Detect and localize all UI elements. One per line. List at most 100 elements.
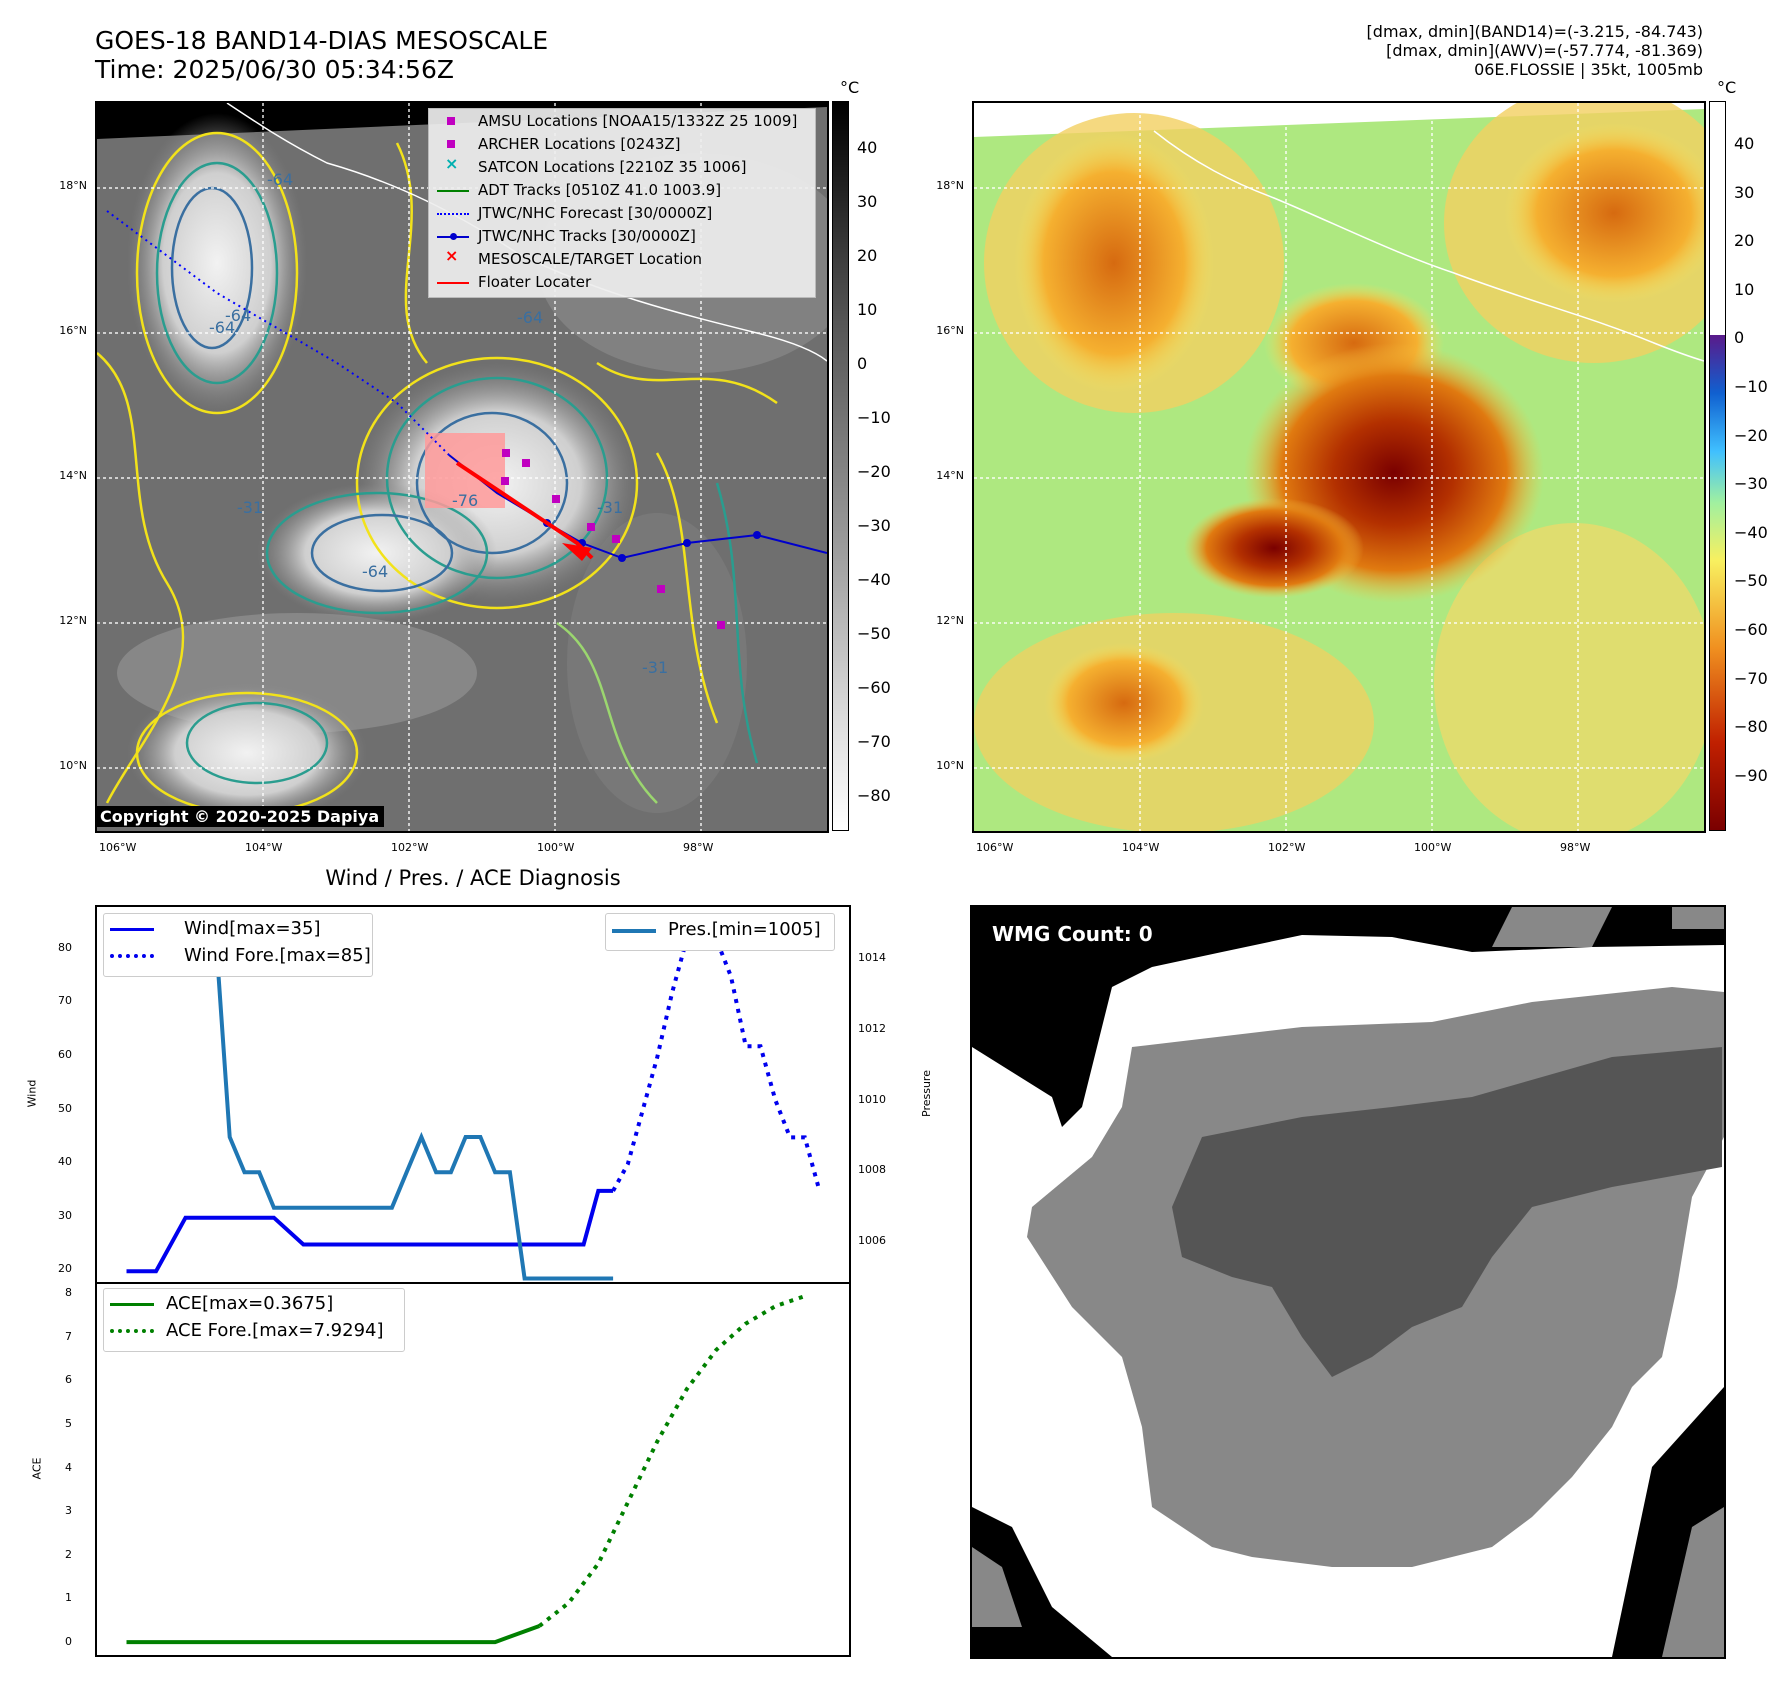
contour-label: -31 bbox=[642, 658, 668, 677]
colorbar-tick-label: −10 bbox=[857, 408, 891, 427]
lat-tick-label: 10°N bbox=[59, 759, 87, 772]
ace-tick-label: 8 bbox=[65, 1286, 72, 1300]
colorbar-tick-label: 0 bbox=[857, 354, 868, 373]
line-icon bbox=[110, 1303, 154, 1306]
colorbar-tick-label: 40 bbox=[1734, 134, 1755, 153]
colorbar-tick-label: 10 bbox=[857, 300, 878, 319]
lon-tick-label: 102°W bbox=[1268, 841, 1306, 854]
ace-axis-label: ACE bbox=[30, 1457, 44, 1480]
line-icon bbox=[612, 929, 656, 933]
square-marker-icon bbox=[447, 140, 455, 148]
pressure-tick-label: 1008 bbox=[858, 1163, 886, 1177]
ace-tick-label: 0 bbox=[65, 1635, 72, 1649]
dotted-line-icon bbox=[110, 954, 154, 958]
line-icon bbox=[437, 190, 469, 192]
ace-tick-label: 6 bbox=[65, 1373, 72, 1387]
ace-series-line-1 bbox=[538, 1294, 806, 1628]
legend-satcon: × SATCON Locations [2210Z 35 1006] bbox=[445, 154, 747, 176]
lat-tick-label: 18°N bbox=[936, 179, 964, 192]
colorbar-left bbox=[832, 101, 849, 831]
lon-tick-label: 98°W bbox=[1560, 841, 1591, 854]
x-marker-icon: × bbox=[445, 246, 459, 265]
contour-label: -64 bbox=[209, 318, 235, 337]
dotted-line-icon bbox=[437, 213, 469, 215]
storm-info: [dmax, dmin](BAND14)=(-3.215, -84.743) [… bbox=[1367, 22, 1703, 79]
wind-tick-label: 80 bbox=[58, 940, 72, 954]
ace-tick-label: 2 bbox=[65, 1547, 72, 1561]
ace-legend-label: ACE[max=0.3675] bbox=[166, 1293, 334, 1314]
colorbar-tick-label: −20 bbox=[857, 462, 891, 481]
wind-tick-label: 30 bbox=[58, 1208, 72, 1222]
lon-tick-label: 104°W bbox=[1122, 841, 1160, 854]
colorbar-tick-label: −60 bbox=[1734, 620, 1768, 639]
awv-map-panel bbox=[972, 101, 1706, 833]
lat-tick-label: 14°N bbox=[59, 469, 87, 482]
lon-tick-label: 106°W bbox=[976, 841, 1014, 854]
contour-label: -31 bbox=[597, 498, 623, 517]
colorbar-tick-label: −60 bbox=[857, 678, 891, 697]
ace-tick-label: 3 bbox=[65, 1504, 72, 1518]
wmg-count-label: WMG Count: 0 bbox=[992, 922, 1153, 946]
colorbar-tick-label: 30 bbox=[1734, 182, 1755, 202]
colorbar-tick-label: −40 bbox=[857, 570, 891, 589]
wind-tick-label: 50 bbox=[58, 1101, 72, 1115]
series-line-0 bbox=[126, 1188, 614, 1274]
lat-tick-label: 18°N bbox=[59, 179, 87, 192]
ace-legend: ACE[max=0.3675] ACE Fore.[max=7.9294] bbox=[103, 1288, 405, 1352]
square-marker-icon bbox=[447, 117, 455, 125]
map-legend: AMSU Locations [NOAA15/1332Z 25 1009] AR… bbox=[428, 108, 816, 298]
pressure-legend-label: Pres.[min=1005] bbox=[668, 919, 821, 940]
figure-title: GOES-18 BAND14-DIAS MESOSCALE Time: 2025… bbox=[95, 26, 548, 84]
pressure-axis-label: Pressure bbox=[919, 1070, 933, 1117]
wind-chart-svg bbox=[126, 920, 822, 1281]
contour-label: -64 bbox=[267, 170, 293, 189]
colorbar-tick-label: −70 bbox=[857, 732, 891, 751]
info-line-2: [dmax, dmin](AWV)=(-57.774, -81.369) bbox=[1386, 41, 1703, 60]
contour-label: -64 bbox=[517, 308, 543, 327]
legend-forecast: JTWC/NHC Forecast [30/0000Z] bbox=[429, 203, 815, 225]
ace-tick-label: 7 bbox=[65, 1329, 72, 1343]
colorbar-tick-label: −10 bbox=[1734, 377, 1768, 396]
legend-tracks: JTWC/NHC Tracks [30/0000Z] bbox=[429, 226, 815, 248]
x-marker-icon: × bbox=[445, 154, 459, 173]
lon-tick-label: 98°W bbox=[683, 841, 714, 854]
series-line-2 bbox=[126, 922, 614, 1281]
lat-tick-label: 12°N bbox=[59, 614, 87, 627]
wind-chart bbox=[95, 905, 851, 1284]
lat-tick-label: 14°N bbox=[936, 469, 964, 482]
wind-tick-label: 60 bbox=[58, 1048, 72, 1061]
colorbar-tick-label: −40 bbox=[1734, 522, 1768, 542]
colorbar-tick-label: −50 bbox=[857, 624, 891, 643]
diagnosis-title: Wind / Pres. / ACE Diagnosis bbox=[325, 866, 621, 890]
legend-amsu: AMSU Locations [NOAA15/1332Z 25 1009] bbox=[429, 111, 815, 133]
colorbar-right-unit: °C bbox=[1717, 78, 1737, 97]
wind-tick-label: 40 bbox=[58, 1155, 72, 1169]
ace-tick-label: 1 bbox=[65, 1591, 72, 1605]
legend-floater: Floater Locater bbox=[429, 272, 815, 294]
pressure-tick-label: 1010 bbox=[858, 1092, 886, 1106]
info-line-3: 06E.FLOSSIE | 35kt, 1005mb bbox=[1474, 60, 1703, 79]
lon-tick-label: 100°W bbox=[537, 841, 575, 854]
line-icon bbox=[110, 928, 154, 931]
colorbar-tick-label: 30 bbox=[857, 192, 878, 211]
lat-tick-label: 10°N bbox=[936, 759, 964, 772]
wind-tick-label: 20 bbox=[58, 1262, 72, 1276]
colorbar-tick-label: −30 bbox=[857, 516, 891, 535]
wmg-panel bbox=[970, 905, 1726, 1659]
contour-label: -64 bbox=[225, 306, 251, 325]
colorbar-tick-label: 10 bbox=[1734, 279, 1755, 299]
colorbar-left-unit: °C bbox=[840, 78, 860, 97]
colorbar-tick-label: −80 bbox=[857, 786, 891, 805]
line-icon bbox=[437, 282, 469, 284]
info-line-1: [dmax, dmin](BAND14)=(-3.215, -84.743) bbox=[1366, 22, 1703, 41]
legend-adt: ADT Tracks [0510Z 41.0 1003.9] bbox=[429, 180, 815, 202]
ace-series-line-0 bbox=[126, 1624, 541, 1645]
dotted-line-icon bbox=[110, 1329, 154, 1333]
ace-tick-label: 4 bbox=[65, 1460, 72, 1474]
colorbar-tick-label: 20 bbox=[1734, 231, 1755, 251]
colorbar-right bbox=[1709, 101, 1726, 831]
colorbar-tick-label: 0 bbox=[1734, 328, 1745, 348]
title-line-2: Time: 2025/06/30 05:34:56Z bbox=[95, 55, 454, 84]
lat-tick-label: 12°N bbox=[936, 614, 964, 627]
colorbar-tick-label: −20 bbox=[1734, 425, 1768, 445]
